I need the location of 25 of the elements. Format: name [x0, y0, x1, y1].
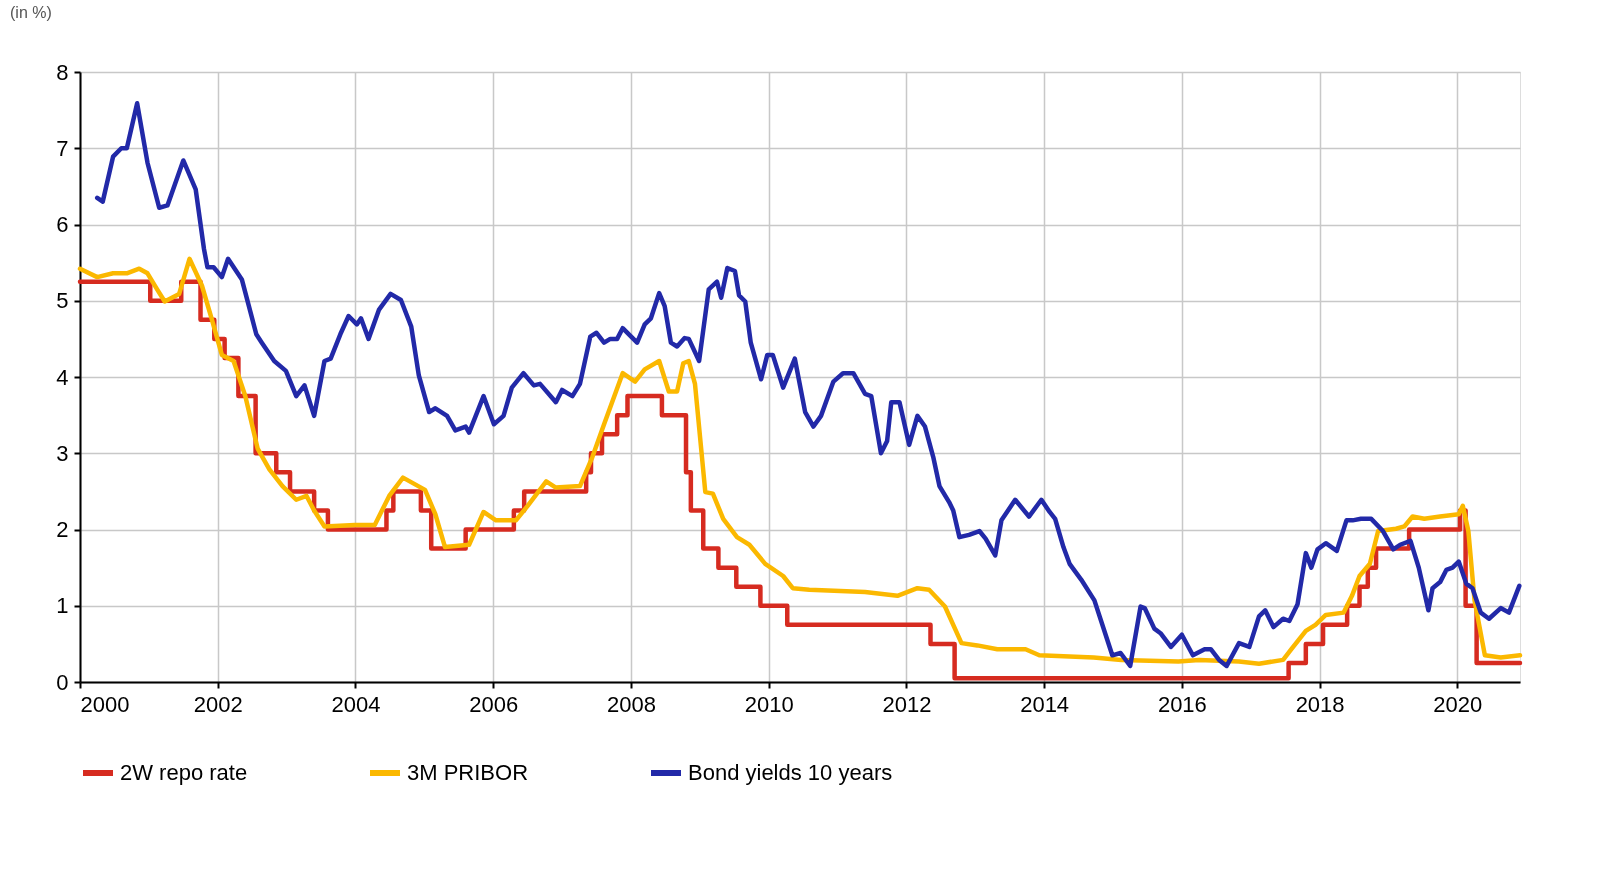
- y-tick-label: 7: [56, 135, 69, 161]
- x-tick-label: 2018: [1295, 691, 1345, 717]
- x-tick-label: 2010: [744, 691, 794, 717]
- x-tick-label: 2004: [331, 691, 381, 717]
- x-tick-label: 2008: [606, 691, 656, 717]
- legend-label: Bond yields 10 years: [688, 760, 893, 785]
- x-tick-label: 2016: [1157, 691, 1207, 717]
- x-tick-label: 2006: [469, 691, 519, 717]
- x-tick-label: 2020: [1433, 691, 1483, 717]
- line-series: [94, 101, 1522, 669]
- y-tick-label: 0: [56, 669, 69, 695]
- y-tick-label: 1: [56, 593, 69, 619]
- y-tick-label: 2: [56, 517, 69, 542]
- y-tick-label: 4: [56, 364, 69, 390]
- text: (in %): [10, 4, 52, 21]
- y-tick-label: 3: [56, 440, 69, 466]
- x-tick-label: 2002: [193, 691, 243, 717]
- legend-label: 2W repo rate: [120, 760, 248, 785]
- y-tick-label: 8: [56, 59, 69, 85]
- legend-label: 3M PRIBOR: [407, 760, 529, 785]
- x-tick-label: 2012: [882, 691, 932, 717]
- y-tick-label: 6: [56, 212, 69, 237]
- y-tick-label: 5: [56, 288, 69, 314]
- x-tick-label: 2000: [80, 691, 130, 717]
- x-tick-label: 2014: [1020, 691, 1070, 717]
